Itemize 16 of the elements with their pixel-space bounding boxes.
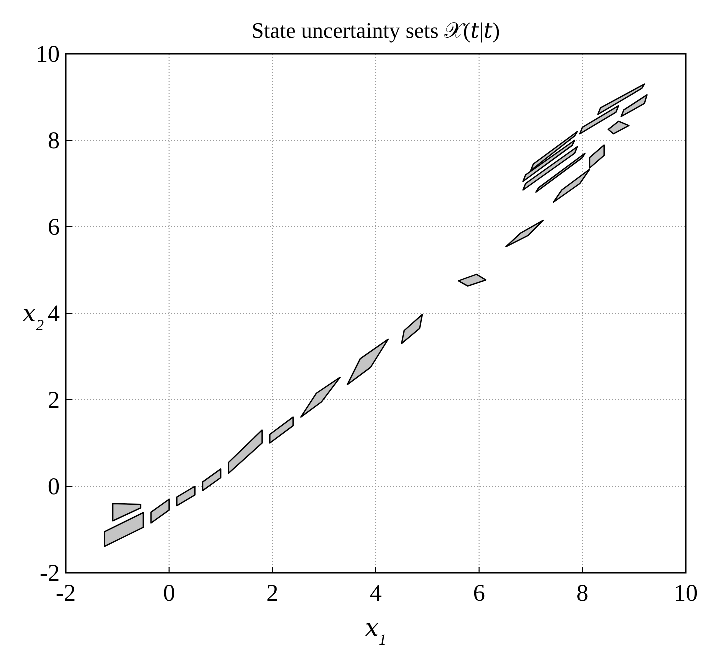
y-tick-label: 0 (48, 474, 60, 500)
chart-title: State uncertainty sets 𝒳(𝑡|𝑡) (252, 18, 500, 43)
y-tick-label: 2 (48, 388, 60, 414)
y-axis-title: 𝑥$_{2}$ (22, 302, 44, 334)
y-tick-label: 4 (48, 302, 60, 328)
y-tick-label: 8 (48, 128, 60, 154)
x-tick-label: 8 (576, 581, 589, 607)
x-tick-label: 6 (473, 581, 486, 607)
x-tick-label: 0 (163, 581, 176, 607)
x-tick-label: 4 (370, 581, 382, 607)
y-tick-label: 10 (36, 42, 60, 68)
y-tick-label: -2 (40, 561, 60, 587)
x-tick-label: 2 (266, 581, 279, 607)
x-axis-title: 𝑥$_{1}$ (365, 616, 387, 648)
x-tick-label: 10 (674, 581, 698, 607)
y-tick-label: 6 (48, 215, 60, 241)
